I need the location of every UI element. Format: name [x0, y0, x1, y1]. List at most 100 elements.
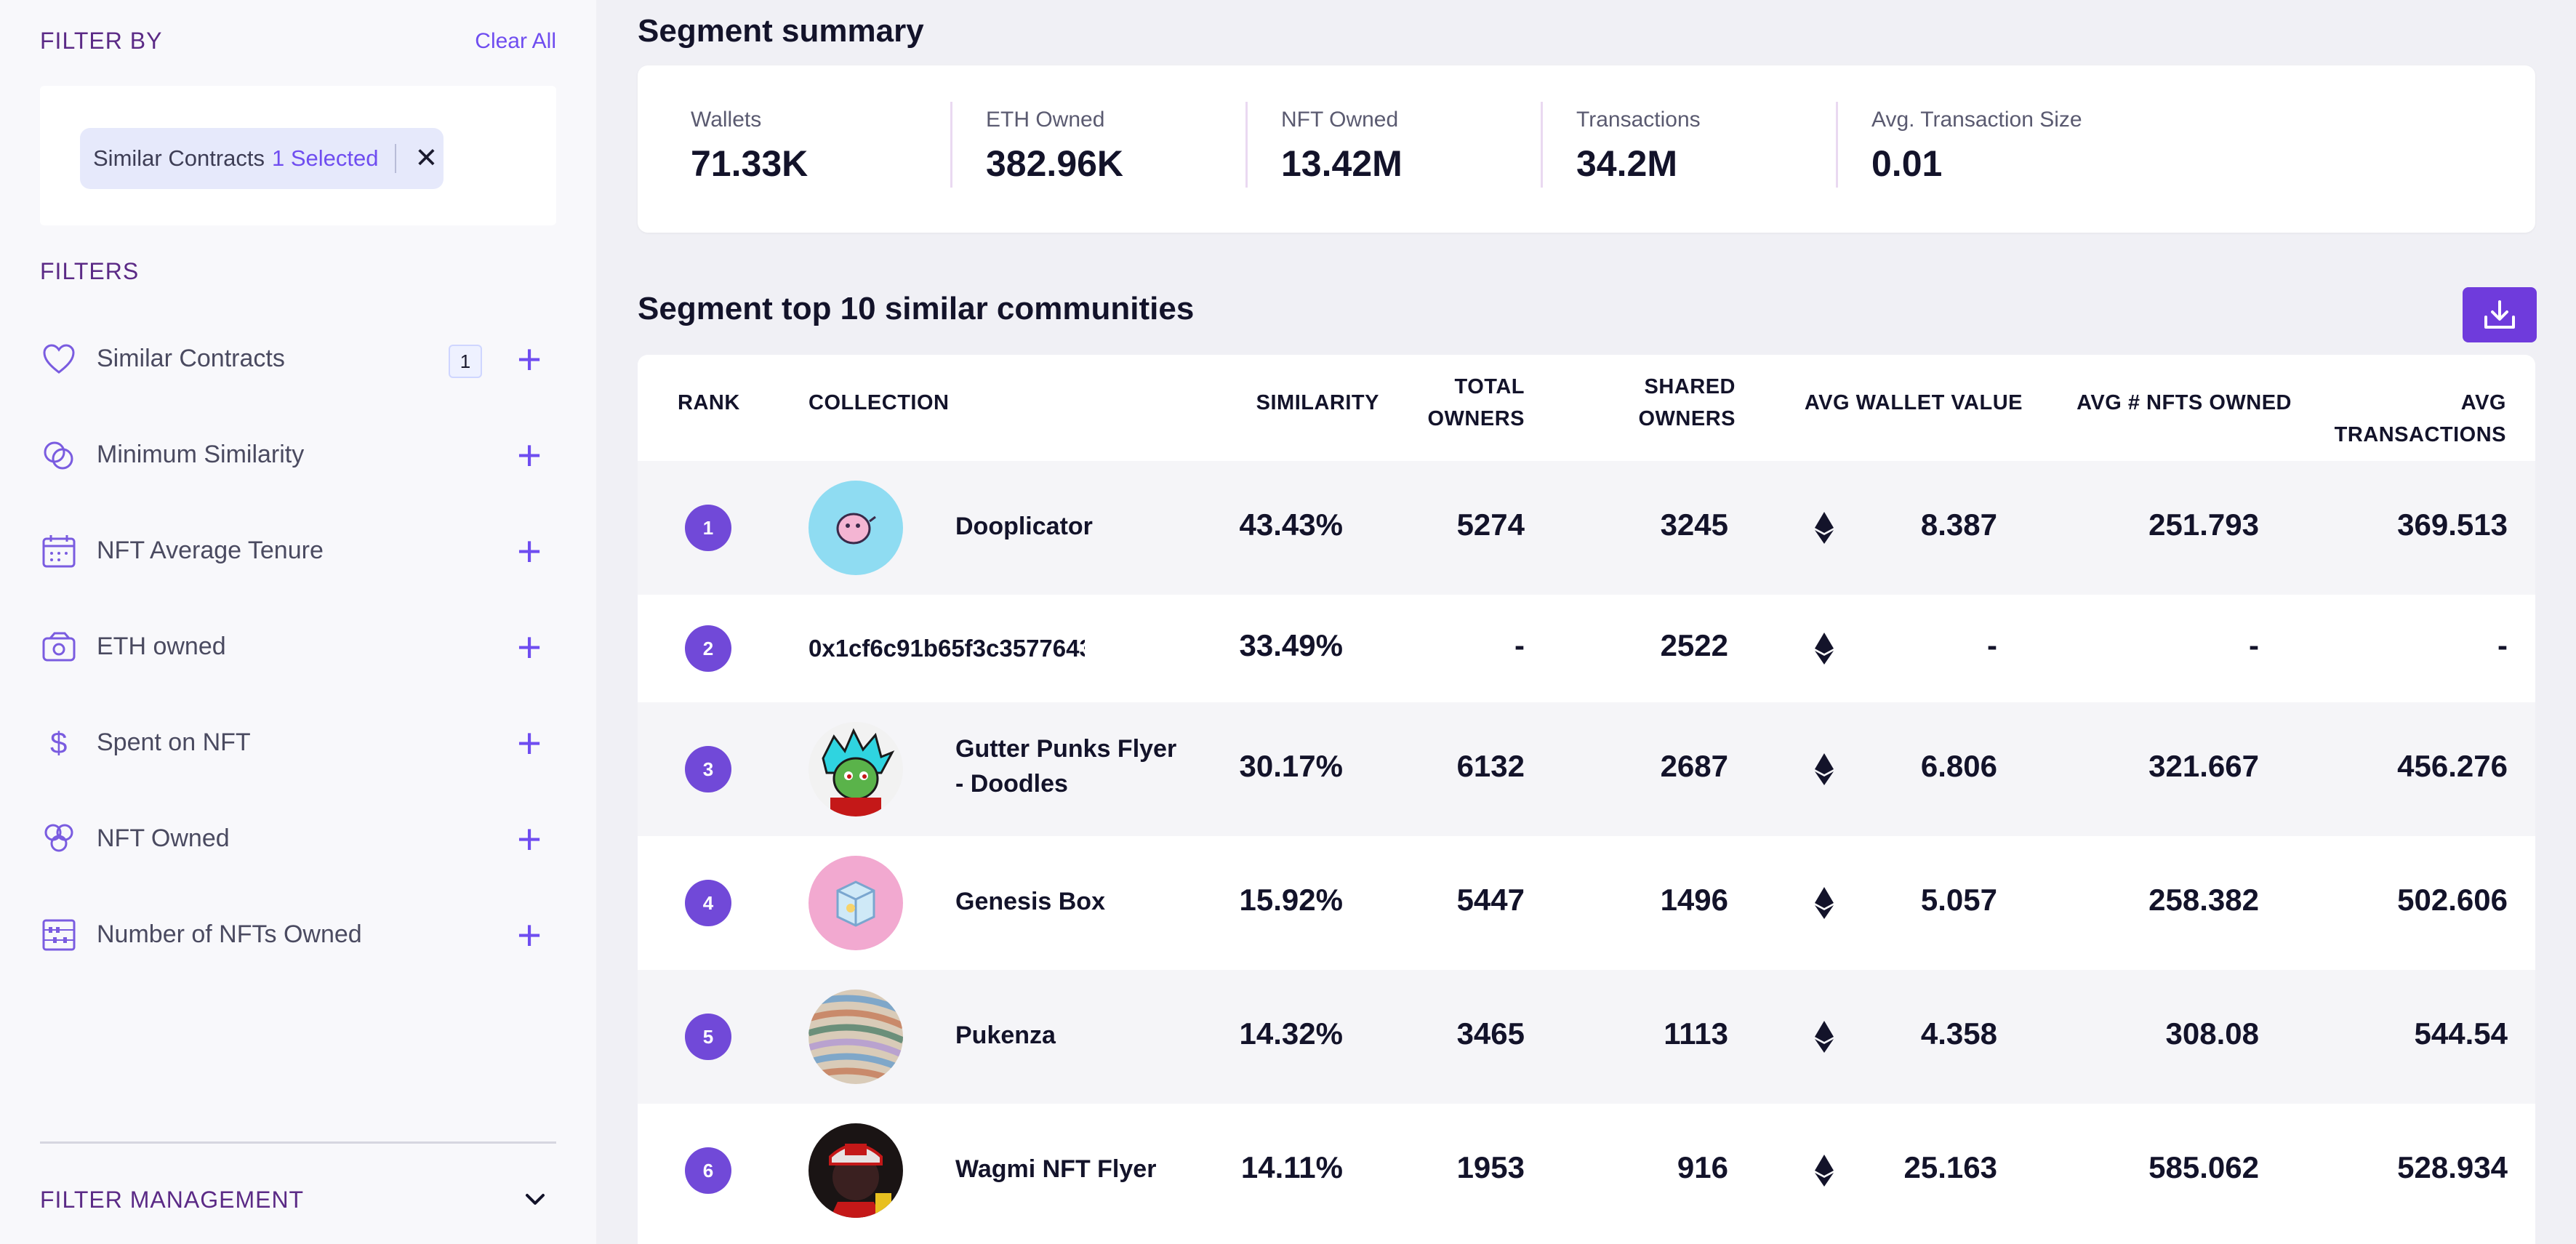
- header-line: SHARED: [1644, 375, 1736, 398]
- avg-wallet-value: 8.387: [1920, 507, 1997, 542]
- avg-transactions-value: -: [2497, 628, 2508, 662]
- filter-label: ETH owned: [97, 633, 226, 660]
- filter-eth-owned[interactable]: ETH owned +: [40, 622, 556, 673]
- collection-name[interactable]: Gutter Punks Flyer - Doodles: [955, 731, 1176, 801]
- filter-nft-average-tenure[interactable]: NFT Average Tenure +: [40, 526, 556, 577]
- rank-badge: 2: [685, 625, 731, 672]
- stat-transactions: Transactions 34.2M: [1576, 108, 1701, 195]
- ethereum-icon: [1815, 633, 1834, 665]
- stat-label: NFT Owned: [1281, 108, 1399, 132]
- remove-chip-close-icon[interactable]: ✕: [414, 143, 438, 174]
- filter-nft-owned[interactable]: NFT Owned +: [40, 814, 556, 865]
- genesis-box-thumb: [808, 856, 903, 950]
- clear-all-link[interactable]: Clear All: [475, 29, 556, 53]
- collection-name-line: - Doodles: [955, 770, 1068, 798]
- rank-badge: 5: [685, 1014, 731, 1060]
- collection-address[interactable]: 0x1cf6c91b65f3c3577643eb5fad5: [808, 635, 1085, 662]
- shared-owners-value: 1113: [1664, 1016, 1728, 1051]
- col-header-collection[interactable]: COLLECTION: [808, 391, 950, 414]
- stat-divider: [1245, 102, 1248, 188]
- stat-divider: [1541, 102, 1543, 188]
- stat-value: 0.01: [1871, 143, 1943, 184]
- col-header-avg-wallet-value[interactable]: AVG WALLET VALUE: [1804, 391, 2023, 414]
- stat-divider: [950, 102, 952, 188]
- selected-filters-panel: Similar Contracts 1 Selected ✕: [40, 86, 556, 225]
- col-header-avg-nfts-owned[interactable]: AVG # NFTS OWNED: [2077, 391, 2292, 414]
- filter-by-title: FILTER BY: [40, 28, 163, 54]
- collection-name[interactable]: Pukenza: [955, 1022, 1056, 1049]
- col-header-total-owners[interactable]: TOTAL OWNERS: [1383, 371, 1525, 435]
- calendar-icon: [40, 532, 78, 570]
- add-filter-plus-icon[interactable]: +: [517, 432, 542, 479]
- collection-name[interactable]: Genesis Box: [955, 888, 1105, 915]
- pukenza-thumb: [808, 990, 903, 1084]
- overlap-circles-icon: [40, 436, 78, 474]
- total-owners-value: 5447: [1456, 883, 1525, 917]
- segment-summary-card: Wallets 71.33K ETH Owned 382.96K NFT Own…: [638, 65, 2535, 233]
- stat-eth-owned: ETH Owned 382.96K: [986, 108, 1123, 195]
- col-header-rank[interactable]: RANK: [678, 391, 740, 414]
- total-owners-value: -: [1514, 628, 1525, 662]
- similar-communities-title: Segment top 10 similar communities: [638, 291, 1195, 326]
- table-row[interactable]: 2 0x1cf6c91b65f3c3577643eb5fad5 33.49% -…: [638, 595, 2535, 702]
- avg-nfts-owned-value: 585.062: [2148, 1150, 2259, 1184]
- add-filter-plus-icon[interactable]: +: [517, 528, 542, 575]
- similarity-value: 15.92%: [1239, 883, 1343, 917]
- total-owners-value: 5274: [1456, 507, 1525, 542]
- add-filter-plus-icon[interactable]: +: [517, 720, 542, 767]
- avg-nfts-owned-value: 258.382: [2148, 883, 2259, 917]
- col-header-shared-owners[interactable]: SHARED OWNERS: [1583, 371, 1736, 435]
- add-filter-plus-icon[interactable]: +: [517, 624, 542, 671]
- avg-transactions-value: 456.276: [2397, 749, 2508, 783]
- download-icon: [2484, 300, 2515, 329]
- chevron-down-icon[interactable]: [521, 1185, 550, 1214]
- clover-icon: [40, 820, 78, 858]
- col-header-similarity[interactable]: SIMILARITY: [1256, 391, 1379, 414]
- avg-transactions-value: 544.54: [2414, 1016, 2508, 1051]
- filters-title: FILTERS: [40, 258, 140, 284]
- filter-label: Spent on NFT: [97, 729, 251, 756]
- table-row[interactable]: 6 Wagmi NFT Flyer 14.11% 1953 916 25.163…: [638, 1104, 2535, 1244]
- table-row[interactable]: 5 Pukenza 14.32% 3465 1113 4.358 308.08 …: [638, 970, 2535, 1104]
- filter-label: Number of NFTs Owned: [97, 920, 362, 948]
- ethereum-icon: [1815, 753, 1834, 785]
- sidebar-divider: [40, 1141, 556, 1144]
- filter-count-badge: 1: [449, 345, 482, 378]
- shared-owners-value: 2522: [1660, 628, 1728, 662]
- similarity-value: 14.11%: [1240, 1150, 1343, 1184]
- similarity-value: 14.32%: [1239, 1016, 1343, 1051]
- filter-label: NFT Average Tenure: [97, 537, 324, 564]
- add-filter-plus-icon[interactable]: +: [517, 816, 542, 863]
- avg-wallet-value: -: [1987, 628, 1997, 662]
- filter-similar-contracts[interactable]: Similar Contracts 1 +: [40, 334, 556, 385]
- add-filter-plus-icon[interactable]: +: [517, 912, 542, 959]
- download-button[interactable]: [2463, 287, 2537, 342]
- collection-name[interactable]: Dooplicator: [955, 513, 1093, 540]
- add-filter-plus-icon[interactable]: +: [517, 336, 542, 383]
- stat-label: ETH Owned: [986, 108, 1105, 132]
- collection-name-line: Gutter Punks Flyer: [955, 735, 1177, 763]
- col-header-avg-transactions[interactable]: AVG TRANSACTIONS: [2334, 391, 2506, 446]
- avg-transactions-value: 502.606: [2397, 883, 2508, 917]
- avg-nfts-owned-value: 251.793: [2148, 507, 2259, 542]
- heart-icon: [40, 340, 78, 378]
- table-row[interactable]: 4 Genesis Box 15.92% 5447 1496 5.057 258…: [638, 836, 2535, 970]
- chip-label: Similar Contracts: [93, 145, 265, 171]
- selected-filter-chip[interactable]: Similar Contracts 1 Selected ✕: [80, 128, 444, 189]
- filter-management-title[interactable]: FILTER MANAGEMENT: [40, 1187, 305, 1213]
- filter-label: NFT Owned: [97, 824, 230, 852]
- stat-label: Wallets: [691, 108, 762, 132]
- stat-divider: [1836, 102, 1838, 188]
- ethereum-icon: [1815, 1155, 1834, 1187]
- filter-minimum-similarity[interactable]: Minimum Similarity +: [40, 430, 556, 481]
- avg-wallet-value: 6.806: [1920, 749, 1997, 783]
- filter-number-of-nfts-owned[interactable]: Number of NFTs Owned +: [40, 910, 556, 961]
- table-row[interactable]: 3 Gutter Punks Flyer - Doodles 30.17% 61…: [638, 702, 2535, 836]
- filter-by-header: FILTER BY Clear All: [40, 28, 556, 61]
- table-row[interactable]: 1 Dooplicator 43.43% 5274 3245 8.387 251…: [638, 461, 2535, 595]
- ethereum-icon: [1815, 1021, 1834, 1053]
- filter-spent-on-nft[interactable]: $ Spent on NFT +: [40, 718, 556, 769]
- avg-transactions-value: 369.513: [2397, 507, 2508, 542]
- collection-name[interactable]: Wagmi NFT Flyer: [955, 1155, 1157, 1183]
- main-content: Segment summary Wallets 71.33K ETH Owned…: [596, 0, 2576, 1244]
